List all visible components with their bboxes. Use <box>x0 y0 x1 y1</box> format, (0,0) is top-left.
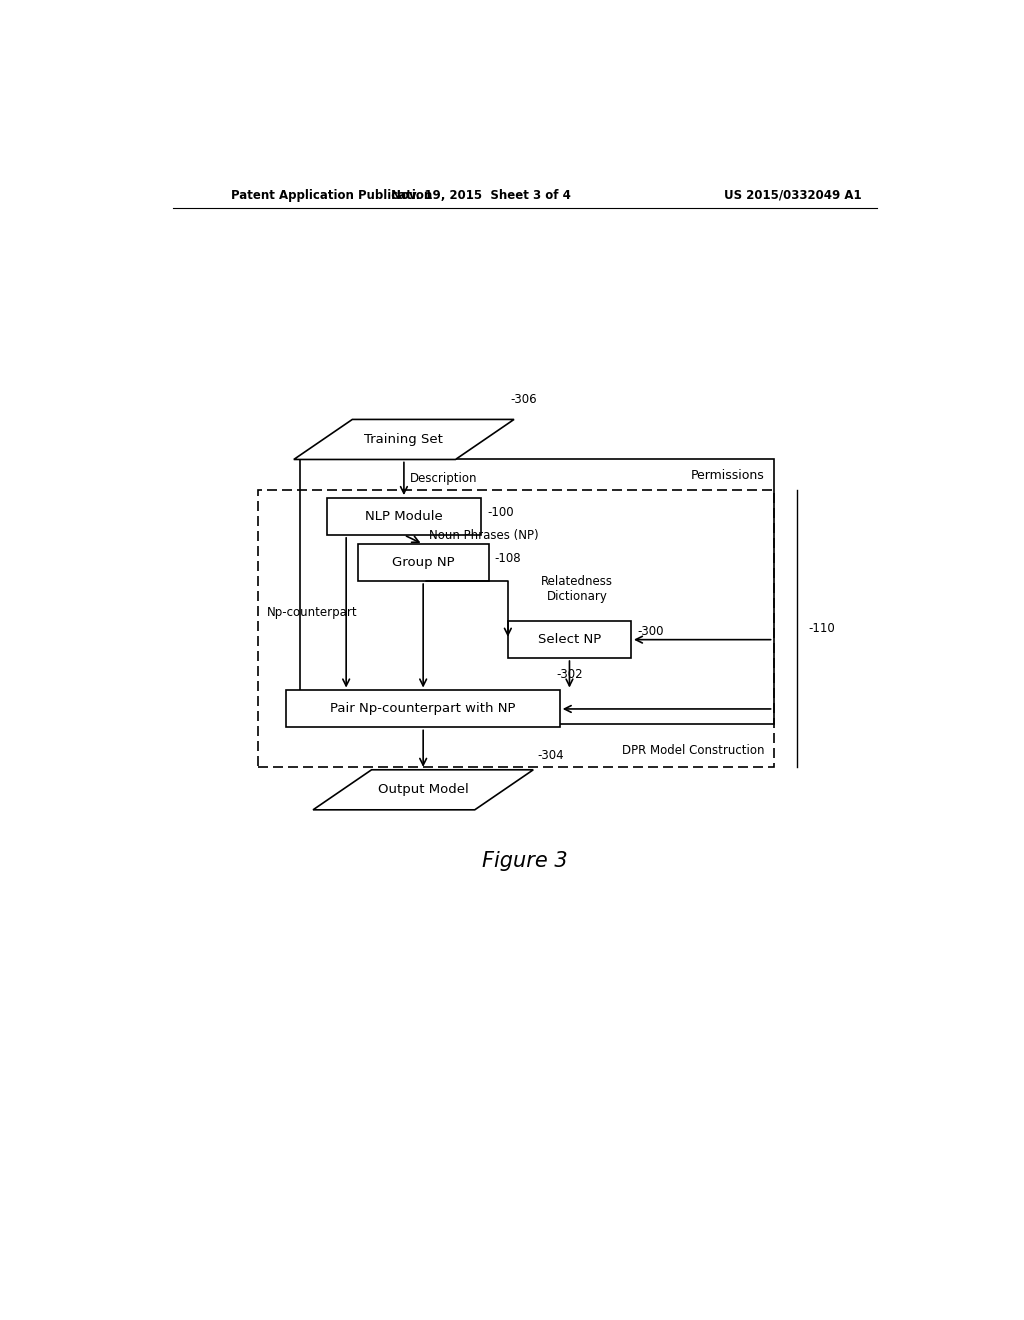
Bar <box>258 490 773 767</box>
Bar <box>327 498 481 535</box>
Text: Output Model: Output Model <box>378 783 469 796</box>
Bar <box>300 459 773 725</box>
Text: -302: -302 <box>556 668 583 681</box>
Bar <box>287 690 560 727</box>
Text: -110: -110 <box>808 622 835 635</box>
Text: Relatedness
Dictionary: Relatedness Dictionary <box>541 574 613 603</box>
Text: Figure 3: Figure 3 <box>482 850 567 871</box>
Text: Nov. 19, 2015  Sheet 3 of 4: Nov. 19, 2015 Sheet 3 of 4 <box>391 189 570 202</box>
Text: US 2015/0332049 A1: US 2015/0332049 A1 <box>724 189 861 202</box>
Text: DPR Model Construction: DPR Model Construction <box>622 744 764 758</box>
Bar <box>357 544 488 581</box>
Text: Pair Np-counterpart with NP: Pair Np-counterpart with NP <box>331 702 516 715</box>
Polygon shape <box>313 770 534 810</box>
Text: Group NP: Group NP <box>392 556 455 569</box>
Text: -306: -306 <box>510 392 537 405</box>
Text: NLP Module: NLP Module <box>365 510 442 523</box>
Bar <box>508 622 631 659</box>
Text: Noun Phrases (NP): Noun Phrases (NP) <box>429 529 539 543</box>
Text: -304: -304 <box>538 748 564 762</box>
Text: -100: -100 <box>487 506 514 519</box>
Text: Description: Description <box>410 473 477 486</box>
Text: Training Set: Training Set <box>365 433 443 446</box>
Text: Np-counterpart: Np-counterpart <box>267 606 357 619</box>
Text: Patent Application Publication: Patent Application Publication <box>230 189 432 202</box>
Text: -108: -108 <box>495 552 521 565</box>
Text: -300: -300 <box>637 626 664 639</box>
Text: Select NP: Select NP <box>538 634 601 647</box>
Text: Permissions: Permissions <box>690 469 764 482</box>
Polygon shape <box>294 420 514 459</box>
